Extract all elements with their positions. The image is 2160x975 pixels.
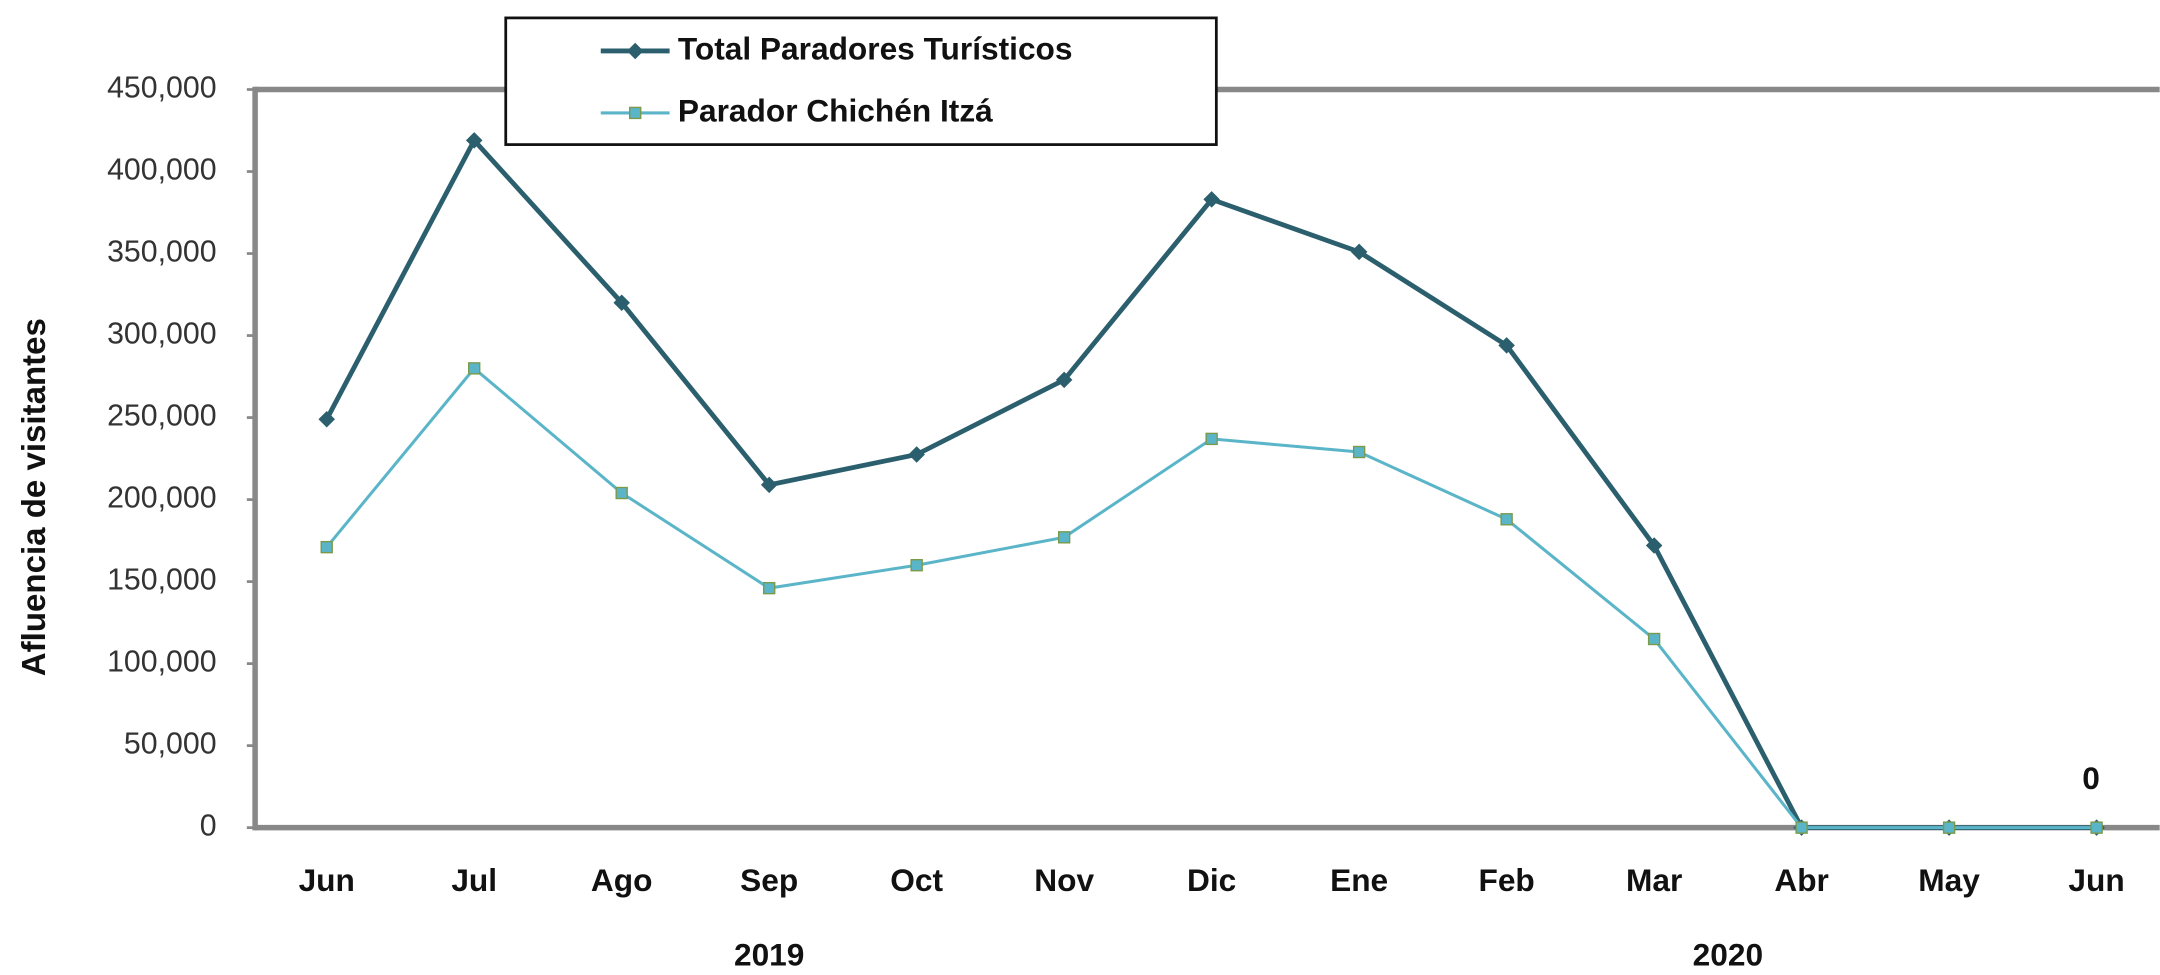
x-tick-label: Abr bbox=[1774, 862, 1829, 898]
marker bbox=[465, 132, 483, 149]
legend-label: Total Paradores Turísticos bbox=[678, 30, 1073, 66]
legend-marker bbox=[626, 42, 644, 60]
legend-label: Parador Chichén Itzá bbox=[678, 92, 993, 128]
marker bbox=[468, 362, 481, 375]
y-tick-label: 450,000 bbox=[107, 72, 216, 105]
marker bbox=[760, 476, 778, 494]
series-line bbox=[324, 136, 2097, 831]
marker bbox=[1057, 531, 1071, 544]
marker bbox=[2090, 821, 2103, 834]
data-label: 0 bbox=[2082, 760, 2100, 796]
y-tick-label: 300,000 bbox=[107, 318, 216, 351]
y-tick-label: 350,000 bbox=[107, 236, 216, 269]
marker bbox=[1350, 243, 1368, 261]
marker bbox=[613, 294, 630, 312]
y-axis-label: Afluencia de visitantes bbox=[16, 318, 53, 676]
marker bbox=[1203, 191, 1220, 208]
x-tick-label: Jul bbox=[451, 862, 497, 898]
x-tick-label: Ene bbox=[1330, 862, 1388, 898]
x-tick-label: Oct bbox=[890, 862, 943, 898]
marker bbox=[1942, 821, 1956, 834]
marker bbox=[910, 559, 923, 572]
x-tick-label: Jun bbox=[2068, 862, 2124, 898]
marker bbox=[1498, 337, 1515, 354]
legend-box bbox=[504, 16, 1218, 146]
y-tick-label: 400,000 bbox=[107, 154, 216, 187]
y-tick-label: 0 bbox=[200, 810, 217, 843]
legend-marker bbox=[628, 106, 642, 120]
marker bbox=[762, 581, 776, 595]
x-tick-label: Jun bbox=[299, 862, 355, 898]
y-tick-label: 100,000 bbox=[107, 646, 216, 679]
marker bbox=[1205, 432, 1218, 446]
x-tick-label: Nov bbox=[1034, 862, 1094, 898]
x-tick-label: Mar bbox=[1626, 862, 1682, 898]
y-tick-label: 250,000 bbox=[107, 400, 216, 433]
marker bbox=[320, 540, 333, 554]
marker bbox=[1795, 821, 1808, 834]
x-tick-label: Feb bbox=[1478, 862, 1534, 898]
x-tick-label: Dic bbox=[1187, 862, 1236, 898]
marker bbox=[1647, 632, 1661, 646]
x-tick-label: Sep bbox=[740, 862, 798, 898]
x-tick-label: May bbox=[1918, 862, 1980, 898]
marker bbox=[908, 446, 925, 463]
y-tick-label: 150,000 bbox=[107, 564, 216, 597]
x-tick-label: Ago bbox=[591, 862, 653, 898]
marker bbox=[1500, 513, 1513, 526]
marker bbox=[1352, 445, 1366, 459]
y-tick-label: 50,000 bbox=[124, 728, 217, 761]
marker bbox=[615, 486, 628, 500]
legend: Total Paradores Turísticos Parador Chiché… bbox=[504, 16, 1218, 146]
x-group-label: 2019 bbox=[734, 936, 804, 972]
x-group-label: 2020 bbox=[1693, 936, 1763, 972]
y-tick-label: 200,000 bbox=[107, 482, 216, 515]
